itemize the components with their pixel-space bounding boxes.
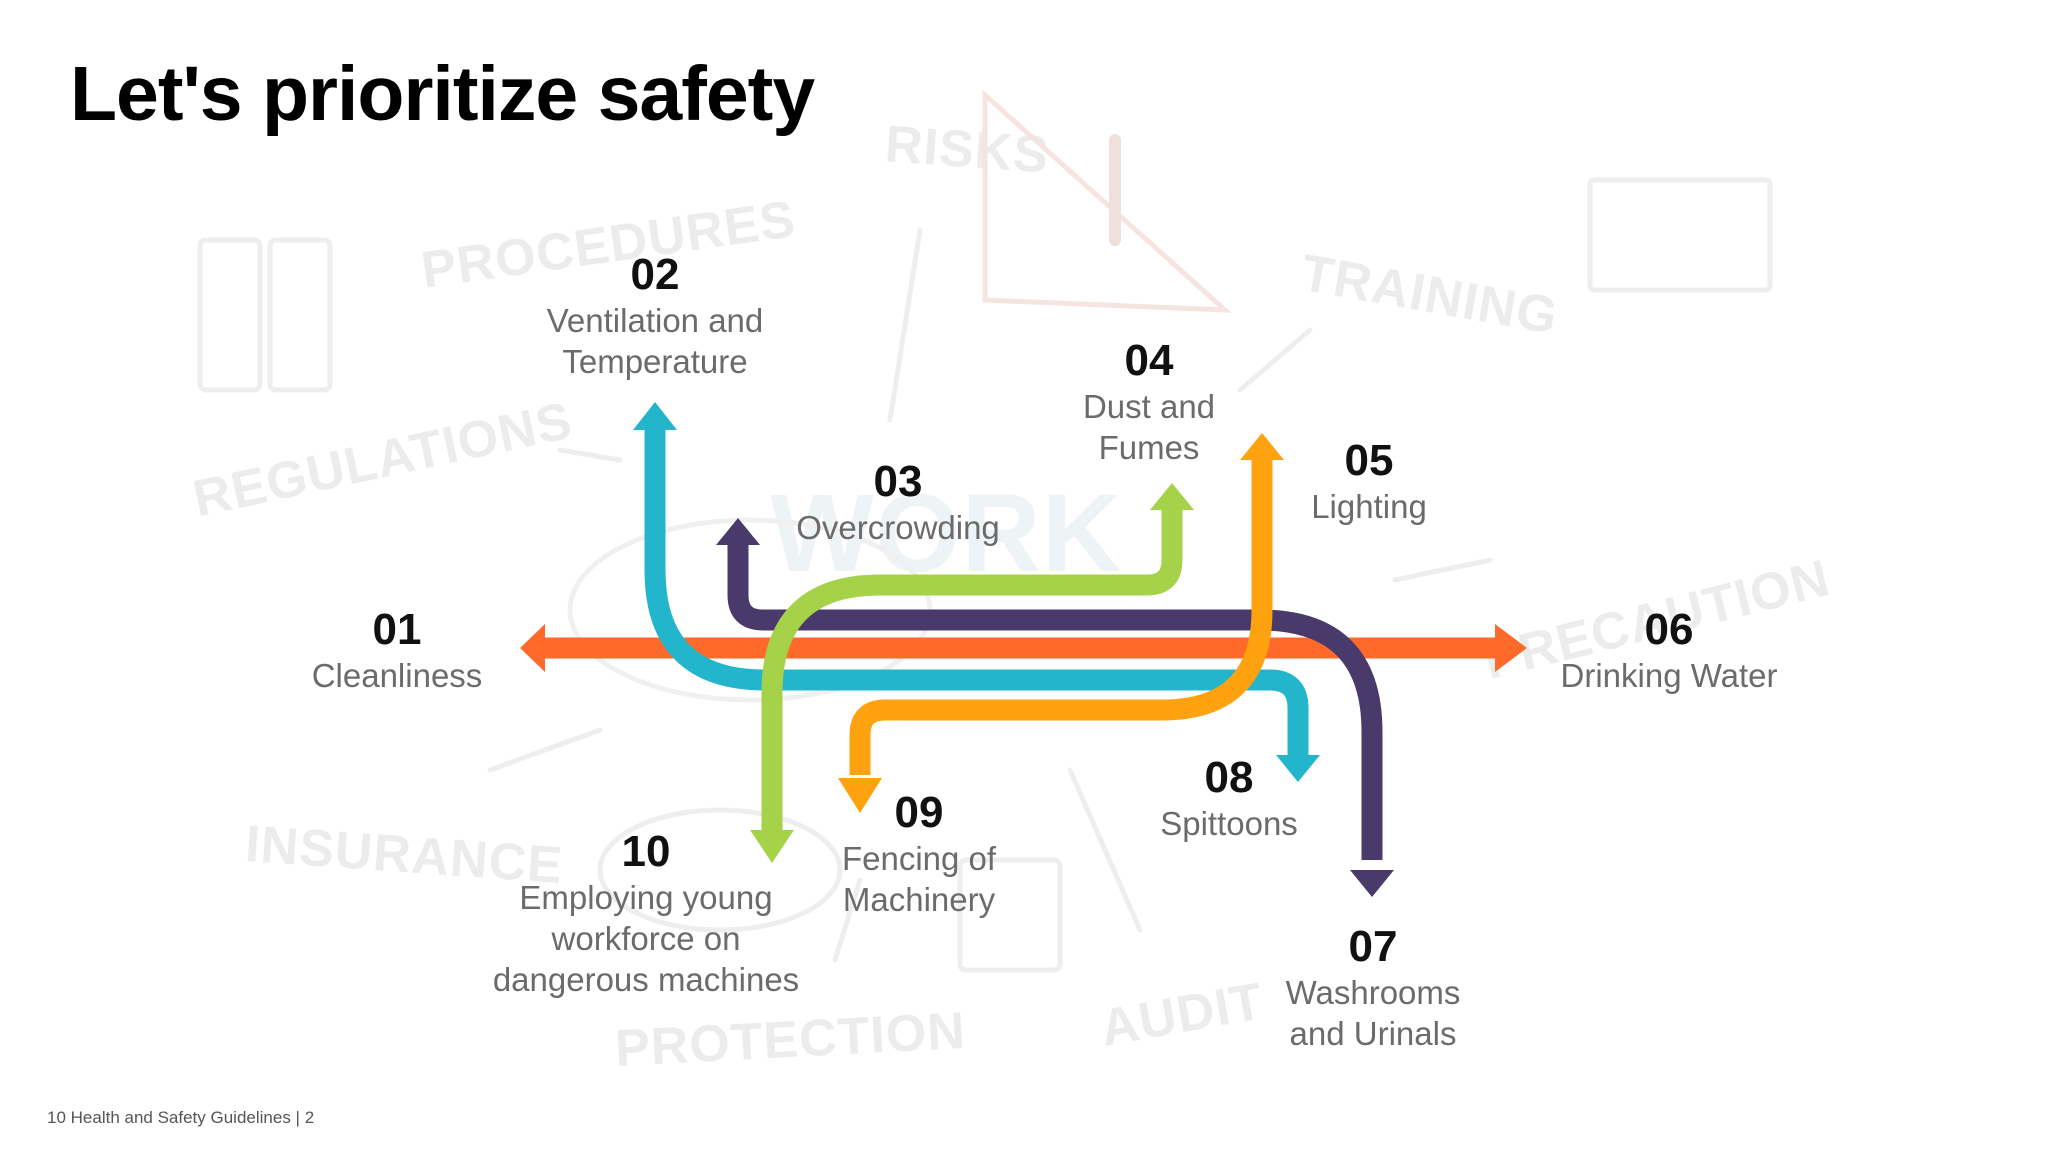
item-04: 04 Dust and Fumes xyxy=(1049,336,1249,468)
item-number: 02 xyxy=(630,250,680,299)
item-label: Overcrowding xyxy=(796,509,1000,546)
item-label: Washrooms and Urinals xyxy=(1285,974,1461,1052)
arrow-03-07 xyxy=(727,545,1383,860)
page-title: Let's prioritize safety xyxy=(70,51,815,137)
arrowhead-07 xyxy=(1350,870,1394,897)
arrow-05-09 xyxy=(849,458,1273,775)
item-06: 06 Drinking Water xyxy=(1561,605,1778,696)
arrowhead-06 xyxy=(1495,624,1527,672)
arrowhead-09 xyxy=(838,778,882,813)
arrowhead-03 xyxy=(716,518,760,545)
item-label: Drinking Water xyxy=(1560,657,1778,694)
item-label: Spittoons xyxy=(1160,805,1298,842)
item-label: Employing young workforce on dangerous m… xyxy=(492,879,800,998)
arrowhead-01 xyxy=(520,624,545,672)
item-number: 09 xyxy=(894,788,944,837)
item-number: 01 xyxy=(372,605,422,654)
item-label: Ventilation and Temperature xyxy=(546,302,764,380)
item-label: Dust and Fumes xyxy=(1082,388,1216,466)
arrowhead-02 xyxy=(633,402,677,430)
item-number: 03 xyxy=(873,457,923,506)
item-10: 10 Employing young workforce on dangerou… xyxy=(476,827,816,1000)
item-09: 09 Fencing of Machinery xyxy=(814,788,1024,920)
arrowhead-04 xyxy=(1150,483,1194,510)
item-08: 08 Spittoons xyxy=(1160,753,1298,844)
item-number: 06 xyxy=(1644,605,1694,654)
arrow-04-10 xyxy=(761,508,1183,830)
item-02: 02 Ventilation and Temperature xyxy=(485,250,825,382)
item-03: 03 Overcrowding xyxy=(796,457,1000,548)
item-label: Cleanliness xyxy=(311,657,483,694)
item-05: 05 Lighting xyxy=(1311,436,1427,527)
item-number: 05 xyxy=(1344,436,1394,485)
item-label: Fencing of Machinery xyxy=(841,840,997,918)
slide-footer: 10 Health and Safety Guidelines | 2 xyxy=(47,1108,315,1127)
item-number: 08 xyxy=(1204,753,1254,802)
arrowhead-08 xyxy=(1276,755,1320,782)
item-01: 01 Cleanliness xyxy=(312,605,483,696)
item-number: 04 xyxy=(1124,336,1174,385)
item-number: 07 xyxy=(1348,922,1398,971)
item-number: 10 xyxy=(621,827,671,876)
arrowhead-05 xyxy=(1240,433,1284,460)
arrowhead-10 xyxy=(750,830,794,863)
arrow-02-08 xyxy=(644,430,1309,755)
item-label: Lighting xyxy=(1311,488,1427,525)
item-07: 07 Washrooms and Urinals xyxy=(1258,922,1488,1054)
